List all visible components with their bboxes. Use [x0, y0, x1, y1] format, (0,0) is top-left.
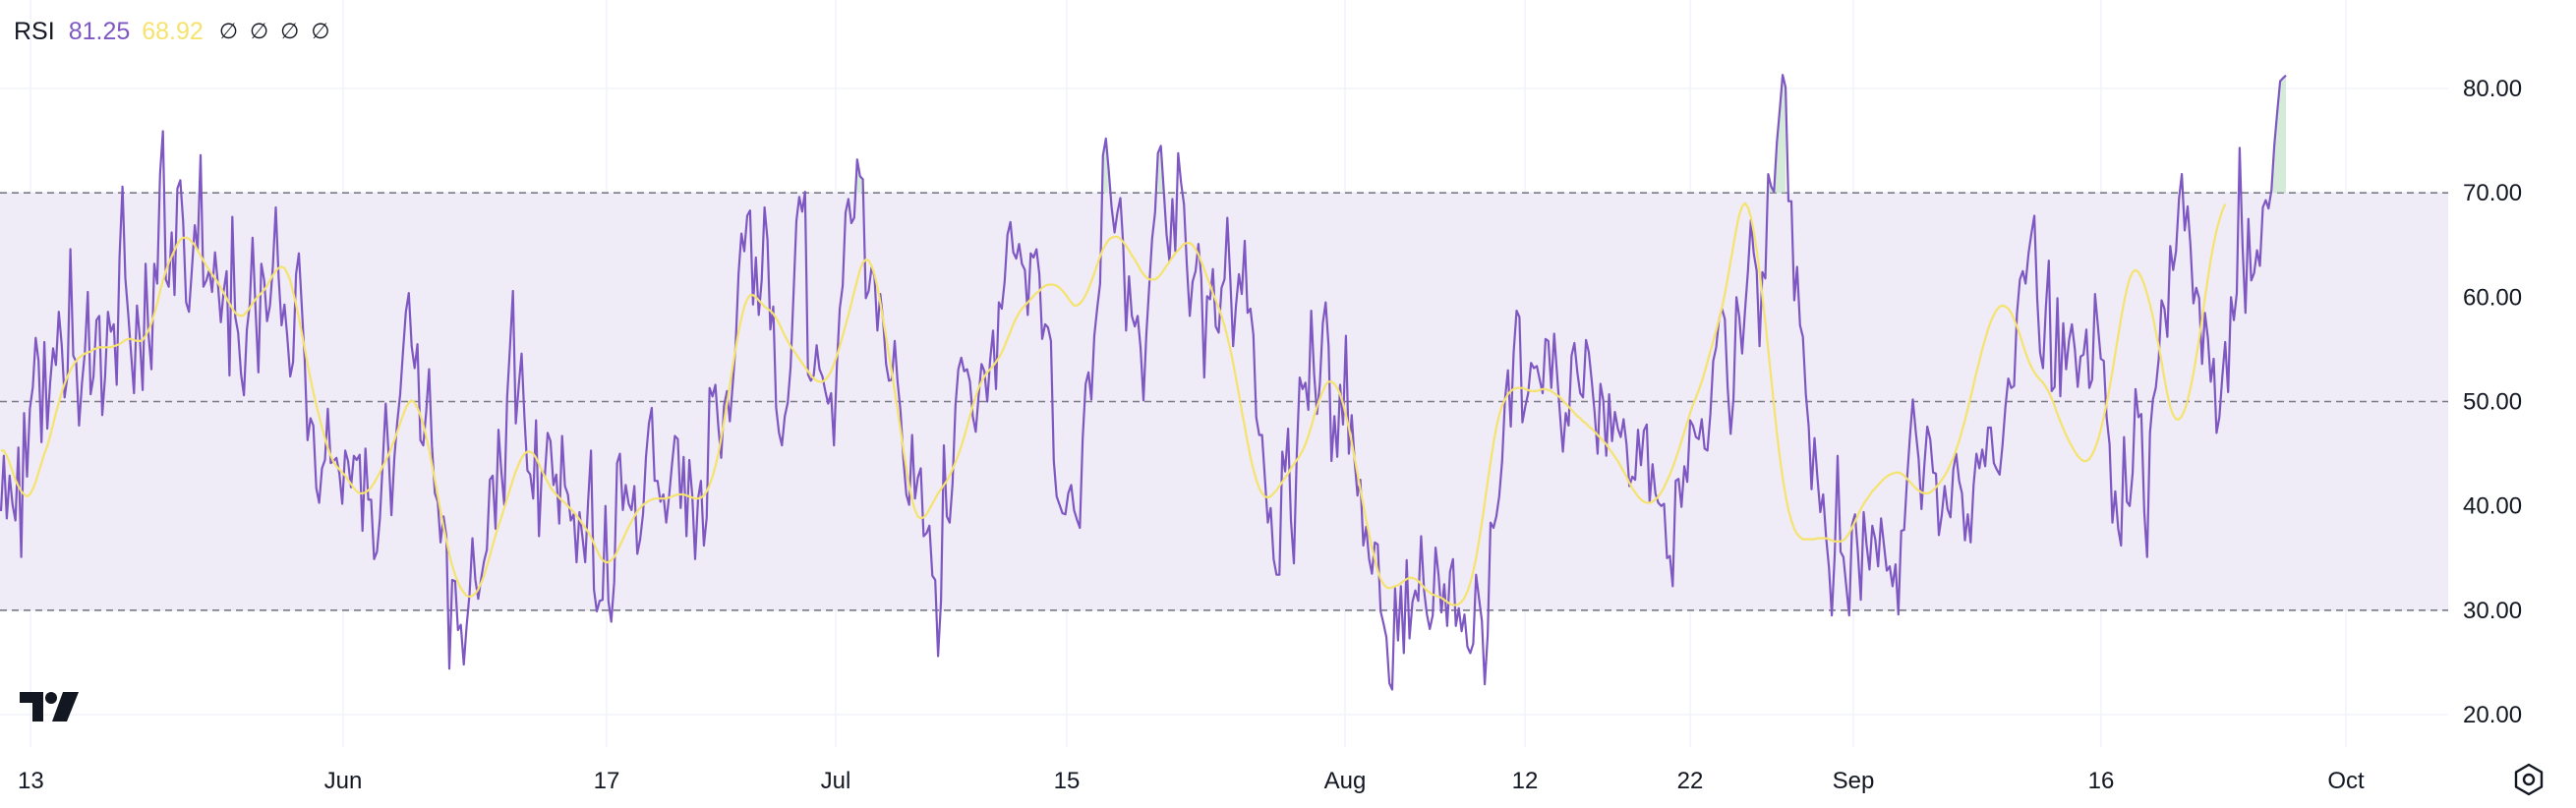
empty-set-icon: ∅ — [311, 19, 330, 43]
x-tick-label: 22 — [1677, 768, 1704, 794]
empty-set-icon: ∅ — [218, 19, 238, 43]
x-tick-label: 13 — [18, 768, 44, 794]
y-tick-label: 50.00 — [2463, 389, 2522, 416]
y-tick-label: 20.00 — [2463, 702, 2522, 728]
rsi-value: 81.25 — [68, 17, 131, 45]
ma-value: 68.92 — [142, 17, 204, 45]
settings-gear-icon[interactable] — [2511, 762, 2547, 797]
x-tick-label: Sep — [1833, 768, 1875, 794]
ma-series-line — [1, 202, 2227, 606]
x-tick-label: 12 — [1512, 768, 1539, 794]
tradingview-logo-icon[interactable] — [20, 690, 81, 723]
x-tick-label: 15 — [1054, 768, 1081, 794]
x-tick-label: Jun — [324, 768, 363, 794]
y-tick-label: 80.00 — [2463, 76, 2522, 102]
y-tick-label: 40.00 — [2463, 493, 2522, 520]
indicator-name[interactable]: RSI — [14, 17, 55, 45]
x-tick-label: Aug — [1324, 768, 1367, 794]
empty-set-icon: ∅ — [249, 19, 269, 43]
x-tick-label: Jul — [821, 768, 851, 794]
legend: RSI 81.25 68.92 ∅ ∅ ∅ ∅ — [14, 14, 342, 49]
rsi-series-line — [0, 74, 2287, 691]
empty-set-icon: ∅ — [280, 19, 300, 43]
x-tick-label: Oct — [2327, 768, 2365, 794]
y-tick-label: 30.00 — [2463, 598, 2522, 624]
x-tick-label: 17 — [594, 768, 620, 794]
overbought-fill — [2271, 75, 2286, 194]
x-tick-label: 16 — [2088, 768, 2115, 794]
y-tick-label: 70.00 — [2463, 180, 2522, 206]
y-tick-label: 60.00 — [2463, 284, 2522, 311]
